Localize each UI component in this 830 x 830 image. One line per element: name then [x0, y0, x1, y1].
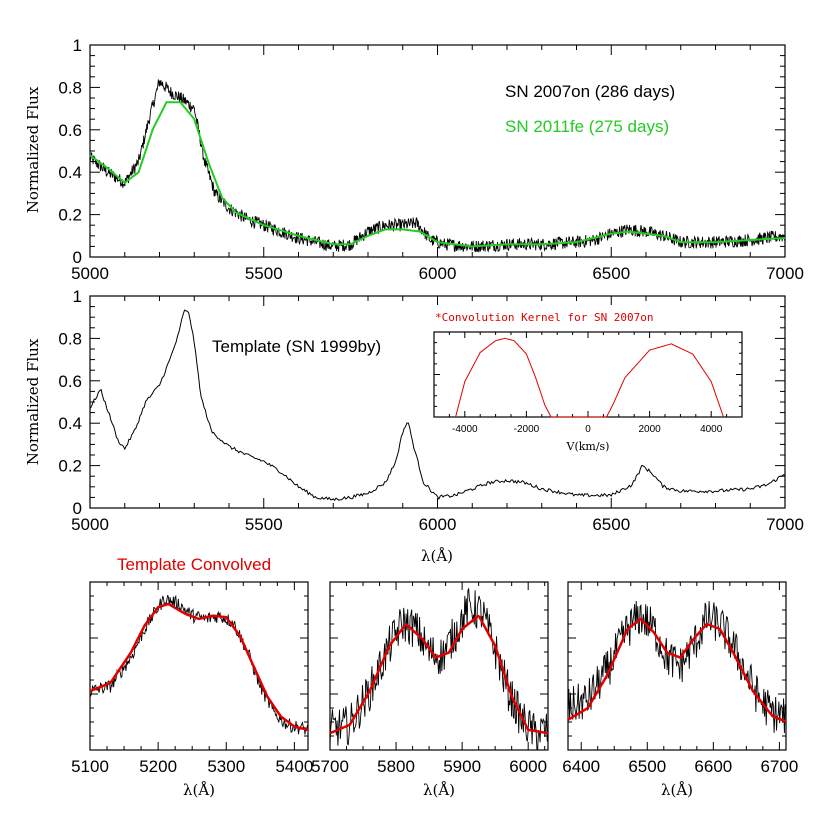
z3-convolved-line	[567, 617, 787, 723]
x-tick-label: 7000	[766, 515, 804, 534]
x-tick-label: 5300	[207, 757, 245, 776]
template-ylabel: Normalized Flux	[24, 338, 42, 465]
top-panel: 5000 5500 6000 6500 7000 0 0.2 0.4 0.6 0.8 1 Norma…	[24, 36, 804, 283]
z3-observed-line	[567, 600, 787, 734]
zoom-panel-3: 6400 6500 6600 6700 λ(Å)	[562, 581, 798, 799]
template-panel: 5000 5500 6000 6500 7000 0 0.2 0.4 0.6 0.8 1 Norma…	[24, 287, 804, 565]
y-tick-label: 0.6	[58, 121, 82, 140]
x-tick-label: -4000	[452, 424, 478, 435]
x-tick-label: 6500	[628, 757, 666, 776]
x-tick-label: 6000	[419, 515, 457, 534]
x-tick-label: 5000	[71, 264, 109, 283]
legend-sn2011fe: SN 2011fe (275 days)	[505, 117, 669, 136]
template-convolved-title: Template Convolved	[117, 555, 271, 574]
kernel-title: *Convolution Kernel for SN 2007on	[435, 311, 654, 324]
x-tick-label: 6600	[694, 757, 732, 776]
zoom-panel-1: 5100 5200 5300 5400 λ(Å)	[71, 581, 313, 799]
x-tick-label: 5700	[311, 757, 349, 776]
y-tick-label: 0	[73, 499, 82, 518]
legend-sn2007on: SN 2007on (286 days)	[505, 82, 675, 101]
top-panel-frame	[89, 44, 786, 258]
y-tick-label: 0.4	[58, 163, 82, 182]
zoom3-xlabel: λ(Å)	[661, 781, 693, 799]
y-tick-label: 0.6	[58, 372, 82, 391]
x-tick-label: 2000	[638, 424, 661, 435]
x-tick-label: 5400	[275, 757, 313, 776]
x-tick-label: 5200	[139, 757, 177, 776]
series-sn2007on-line	[89, 78, 786, 253]
z2-observed-line	[329, 587, 549, 751]
x-tick-label: 5800	[377, 757, 415, 776]
x-tick-label: 5100	[71, 757, 109, 776]
legend-template: Template (SN 1999by)	[212, 337, 381, 356]
x-tick-label: 7000	[766, 264, 804, 283]
y-tick-label: 1	[73, 36, 82, 55]
x-tick-label: 5000	[71, 515, 109, 534]
x-tick-label: 5500	[245, 264, 283, 283]
kernel-xlabel: V(km/s)	[566, 440, 610, 453]
x-tick-label: 5900	[443, 757, 481, 776]
z2-convolved-line	[329, 614, 549, 735]
zoom1-xlabel: λ(Å)	[183, 781, 215, 799]
y-tick-label: 1	[73, 287, 82, 306]
x-tick-label: 6500	[592, 264, 630, 283]
y-tick-label: 0.4	[58, 414, 82, 433]
y-tick-label: 0.8	[58, 329, 82, 348]
x-tick-label: 6500	[592, 515, 630, 534]
y-tick-label: 0.8	[58, 78, 82, 97]
x-tick-label: 6000	[509, 757, 547, 776]
series-sn2011fe-line	[89, 101, 786, 248]
series-template-line	[89, 309, 786, 502]
x-tick-label: 5500	[245, 515, 283, 534]
y-tick-label: 0.2	[58, 457, 82, 476]
x-tick-label: 6400	[562, 757, 600, 776]
x-tick-label: 0	[585, 424, 591, 435]
z1-convolved-line	[89, 602, 309, 732]
template-xlabel: λ(Å)	[421, 547, 453, 565]
zoom2-xlabel: λ(Å)	[423, 781, 455, 799]
top-ylabel: Normalized Flux	[24, 86, 42, 213]
x-tick-label: 4000	[700, 424, 723, 435]
x-tick-label: 6700	[760, 757, 798, 776]
x-tick-label: 6000	[419, 264, 457, 283]
y-tick-label: 0.2	[58, 206, 82, 225]
y-tick-label: 0	[73, 248, 82, 267]
x-tick-label: -2000	[514, 424, 540, 435]
zoom-panel-2: 5700 5800 5900 6000 λ(Å)	[311, 581, 549, 799]
series-kernel-line	[455, 337, 724, 418]
kernel-inset: *Convolution Kernel for SN 2007on -4000 -…	[425, 305, 745, 465]
